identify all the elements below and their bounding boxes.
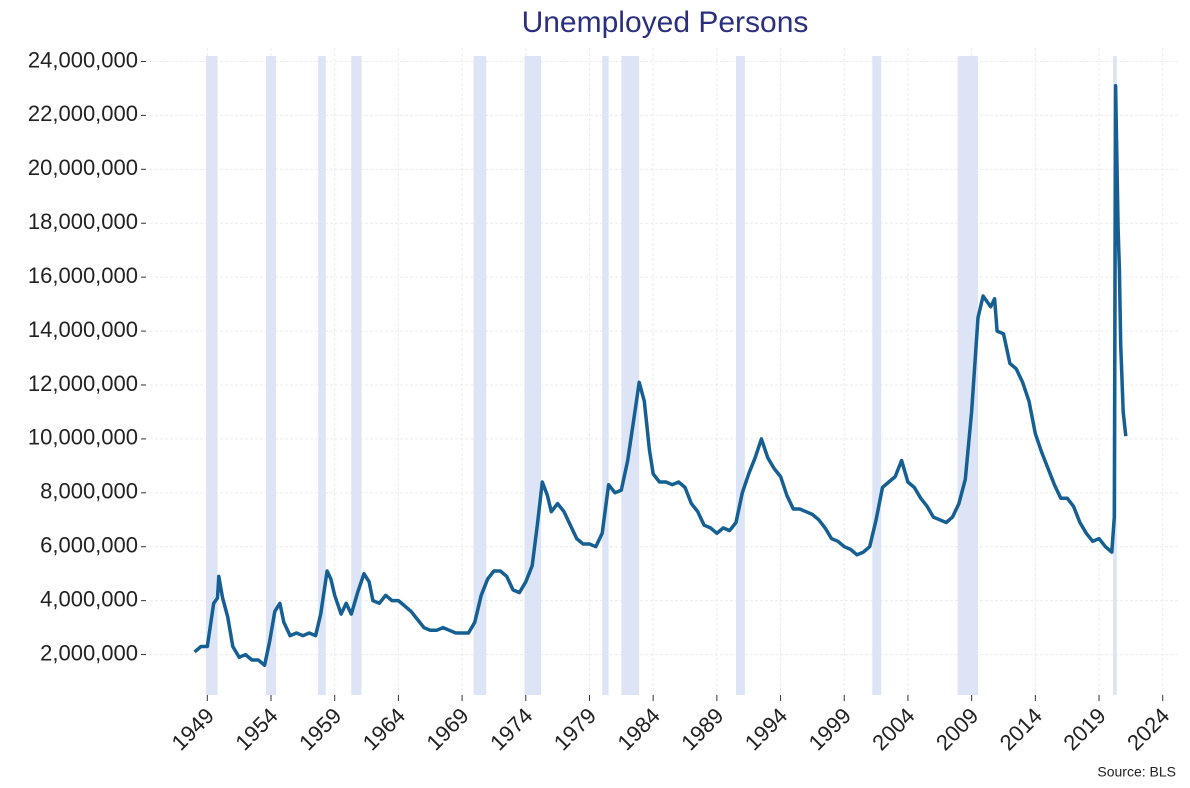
recession-band xyxy=(473,56,487,695)
recession-band xyxy=(957,56,979,695)
x-tick-label: 2024 xyxy=(1122,703,1174,755)
source-note: Source: BLS xyxy=(1097,764,1176,780)
chart-title: Unemployed Persons xyxy=(522,6,809,39)
x-tick-label: 2014 xyxy=(995,703,1047,755)
recession-band xyxy=(872,56,882,695)
x-tick-label: 2009 xyxy=(931,703,983,755)
x-tick-label: 1954 xyxy=(230,703,282,755)
x-tick-label: 1964 xyxy=(358,703,410,755)
recession-band xyxy=(206,56,218,695)
recession-band xyxy=(351,56,362,695)
y-tick-label: 8,000,000 xyxy=(40,479,138,504)
y-tick-label: 2,000,000 xyxy=(40,640,138,665)
x-tick-label: 1979 xyxy=(549,703,601,755)
x-tick-label: 2019 xyxy=(1058,703,1110,755)
x-tick-label: 1974 xyxy=(485,703,537,755)
y-tick-label: 6,000,000 xyxy=(40,533,138,558)
x-tick-label: 1999 xyxy=(804,703,856,755)
y-tick-label: 16,000,000 xyxy=(28,263,138,288)
y-tick-label: 22,000,000 xyxy=(28,101,138,126)
x-tick-label: 1994 xyxy=(740,703,792,755)
x-tick-label: 1949 xyxy=(167,703,219,755)
recessions xyxy=(206,56,1117,695)
recession-band xyxy=(621,56,640,695)
x-tick-label: 1984 xyxy=(613,703,665,755)
grid xyxy=(150,48,1178,695)
x-tick-label: 1969 xyxy=(421,703,473,755)
y-tick-label: 12,000,000 xyxy=(28,371,138,396)
y-tick-label: 20,000,000 xyxy=(28,155,138,180)
recession-band xyxy=(524,56,542,695)
y-tick-label: 14,000,000 xyxy=(28,317,138,342)
y-tick-label: 18,000,000 xyxy=(28,209,138,234)
recession-band xyxy=(318,56,326,695)
recession-band xyxy=(602,56,609,695)
x-tick-label: 2004 xyxy=(867,703,919,755)
y-tick-label: 10,000,000 xyxy=(28,425,138,450)
recession-band xyxy=(265,56,277,695)
y-tick-label: 4,000,000 xyxy=(40,586,138,611)
x-tick-label: 1989 xyxy=(676,703,728,755)
recession-band xyxy=(735,56,745,695)
data-line xyxy=(193,83,1128,668)
x-tick-label: 1959 xyxy=(294,703,346,755)
y-tick-label: 24,000,000 xyxy=(28,47,138,72)
